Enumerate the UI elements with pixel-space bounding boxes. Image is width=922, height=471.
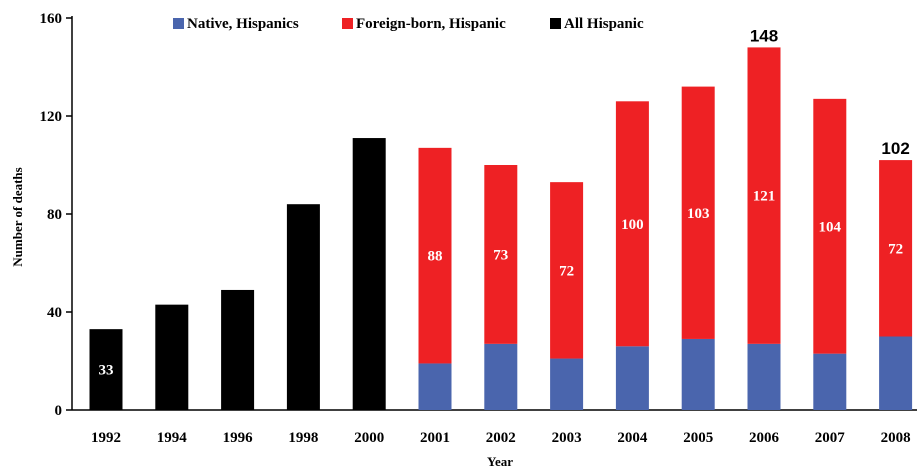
- bar-all-hispanic-1994: [155, 304, 189, 410]
- bar-all-hispanic-1998: [286, 204, 320, 410]
- x-tick-label: 1994: [157, 430, 188, 446]
- x-axis-title: Year: [487, 454, 513, 469]
- data-labels: 33 88 73 72 100 103 121 104 72 148 102: [99, 26, 910, 378]
- data-label-2008: 72: [888, 241, 903, 257]
- data-label-2001: 88: [428, 249, 443, 265]
- legend-label-native-hispanics: Native, Hispanics: [187, 16, 299, 32]
- bar-foreign-born-hispanic-2002: [484, 165, 518, 344]
- x-tick-label: 2008: [881, 430, 911, 446]
- bars: [89, 47, 913, 411]
- y-tick-label: 120: [40, 109, 63, 125]
- bar-foreign-born-hispanic-2001: [418, 147, 452, 364]
- total-label-2006: 148: [750, 26, 778, 45]
- data-label-2005: 103: [687, 206, 710, 222]
- bar-native-hispanics-2004: [615, 346, 649, 410]
- y-tick-label: 80: [47, 207, 62, 223]
- data-label-2002: 73: [493, 247, 508, 263]
- bar-foreign-born-hispanic-2008: [879, 160, 913, 337]
- x-tick-label: 2003: [552, 430, 582, 446]
- total-label-2008: 102: [881, 139, 909, 158]
- data-label-2006: 121: [753, 189, 776, 205]
- bar-all-hispanic-1996: [221, 289, 255, 410]
- bar-native-hispanics-2001: [418, 363, 452, 410]
- bar-native-hispanics-2006: [747, 343, 781, 410]
- bar-all-hispanic-2000: [352, 138, 386, 411]
- bar-foreign-born-hispanic-2006: [747, 47, 781, 344]
- bar-native-hispanics-2005: [681, 338, 715, 410]
- legend-swatch-foreign-born-hispanic: [342, 18, 353, 29]
- x-tick-label: 2002: [486, 430, 516, 446]
- x-tick-label: 2000: [354, 430, 384, 446]
- bar-native-hispanics-2002: [484, 343, 518, 410]
- y-axis-title: Number of deaths: [10, 167, 25, 266]
- bar-all-hispanic-1992: [89, 329, 123, 410]
- x-tick-label: 1992: [91, 430, 121, 446]
- data-label-2003: 72: [559, 263, 574, 279]
- bar-native-hispanics-2003: [550, 358, 584, 410]
- legend-swatch-all-hispanic: [550, 18, 561, 29]
- legend-label-foreign-born-hispanic: Foreign-born, Hispanic: [356, 16, 506, 32]
- x-tick-label: 2005: [683, 430, 713, 446]
- bar-foreign-born-hispanic-2005: [681, 86, 715, 339]
- data-label-2007: 104: [819, 219, 842, 235]
- y-tick-label: 160: [40, 11, 63, 27]
- legend-swatch-native-hispanics: [173, 18, 184, 29]
- bar-native-hispanics-2007: [813, 353, 847, 410]
- x-tick-label: 1998: [288, 430, 318, 446]
- bar-foreign-born-hispanic-2003: [550, 182, 584, 359]
- bar-foreign-born-hispanic-2007: [813, 98, 847, 354]
- data-label-2004: 100: [621, 217, 644, 233]
- x-tick-label: 1996: [223, 430, 254, 446]
- axes: 0 40 80 120 160 1992 1994 1996 1998 2000 2001 2002 2…: [40, 11, 917, 446]
- x-tick-label: 2006: [749, 430, 780, 446]
- x-tick-label: 2007: [815, 430, 846, 446]
- bar-foreign-born-hispanic-2004: [615, 101, 649, 347]
- y-tick-label: 0: [55, 403, 63, 419]
- x-tick-label: 2004: [617, 430, 648, 446]
- y-tick-label: 40: [47, 305, 62, 321]
- legend: Native, Hispanics Foreign-born, Hispanic A…: [173, 16, 644, 32]
- bar-native-hispanics-2008: [879, 336, 913, 410]
- legend-label-all-hispanic: All Hispanic: [564, 16, 644, 32]
- x-tick-label: 2001: [420, 430, 450, 446]
- data-label-1992: 33: [99, 363, 114, 379]
